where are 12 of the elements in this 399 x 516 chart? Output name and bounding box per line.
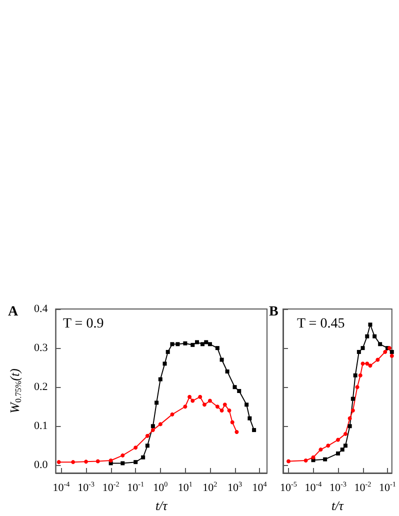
y-tick-label: 0.0 [34,459,48,472]
y-tick-label: 0.2 [34,381,48,394]
x-axis-title: t/τ [155,498,169,513]
text: B [269,304,278,320]
annotation: T = 0.9 [63,316,104,332]
y-tick-label: 0.4 [34,303,48,315]
y-tick-label: 0.1 [34,420,48,432]
text: A [8,304,19,320]
y-tick-label: 0.3 [34,342,48,354]
annotation: T = 0.45 [297,316,345,332]
y-axis-title: W0.75%(t) [7,368,23,414]
x-axis-title: t/τ [331,498,345,513]
